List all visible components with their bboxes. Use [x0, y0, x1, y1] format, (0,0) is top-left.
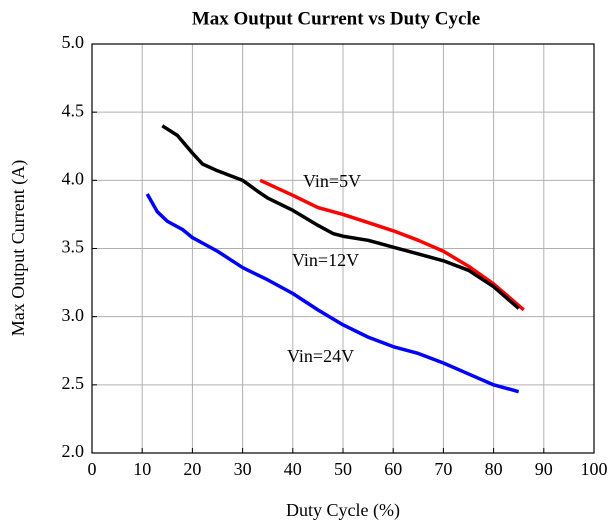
- x-tick-label: 20: [183, 459, 201, 479]
- series-label: Vin=12V: [292, 250, 359, 270]
- x-tick-label: 10: [133, 459, 151, 479]
- y-tick-label: 4.5: [62, 100, 85, 120]
- x-tick-label: 40: [284, 459, 302, 479]
- series-line: [145, 193, 520, 394]
- x-tick-label: 90: [535, 459, 553, 479]
- x-axis-label: Duty Cycle (%): [286, 500, 400, 521]
- x-tick-label: 80: [485, 459, 503, 479]
- chart-title: Max Output Current vs Duty Cycle: [192, 8, 480, 29]
- y-tick-label: 4.0: [62, 168, 85, 188]
- y-tick-label: 2.5: [62, 373, 85, 393]
- series-line: [259, 178, 525, 312]
- x-tick-label: 30: [234, 459, 252, 479]
- series-label: Vin=5V: [303, 171, 361, 191]
- y-tick-label: 3.5: [62, 237, 85, 257]
- y-tick-label: 3.0: [62, 305, 85, 325]
- y-tick-label: 5.0: [62, 32, 85, 52]
- x-tick-label: 0: [88, 459, 97, 479]
- y-tick-label: 2.0: [62, 441, 85, 461]
- x-tick-label: 50: [334, 459, 352, 479]
- y-axis-label: Max Output Current (A): [8, 160, 29, 336]
- x-tick-label: 100: [581, 459, 608, 479]
- plot-frame: [91, 43, 595, 454]
- x-tick-label: 70: [434, 459, 452, 479]
- series-label: Vin=24V: [287, 346, 354, 366]
- series-line: [161, 124, 520, 310]
- x-tick-label: 60: [384, 459, 402, 479]
